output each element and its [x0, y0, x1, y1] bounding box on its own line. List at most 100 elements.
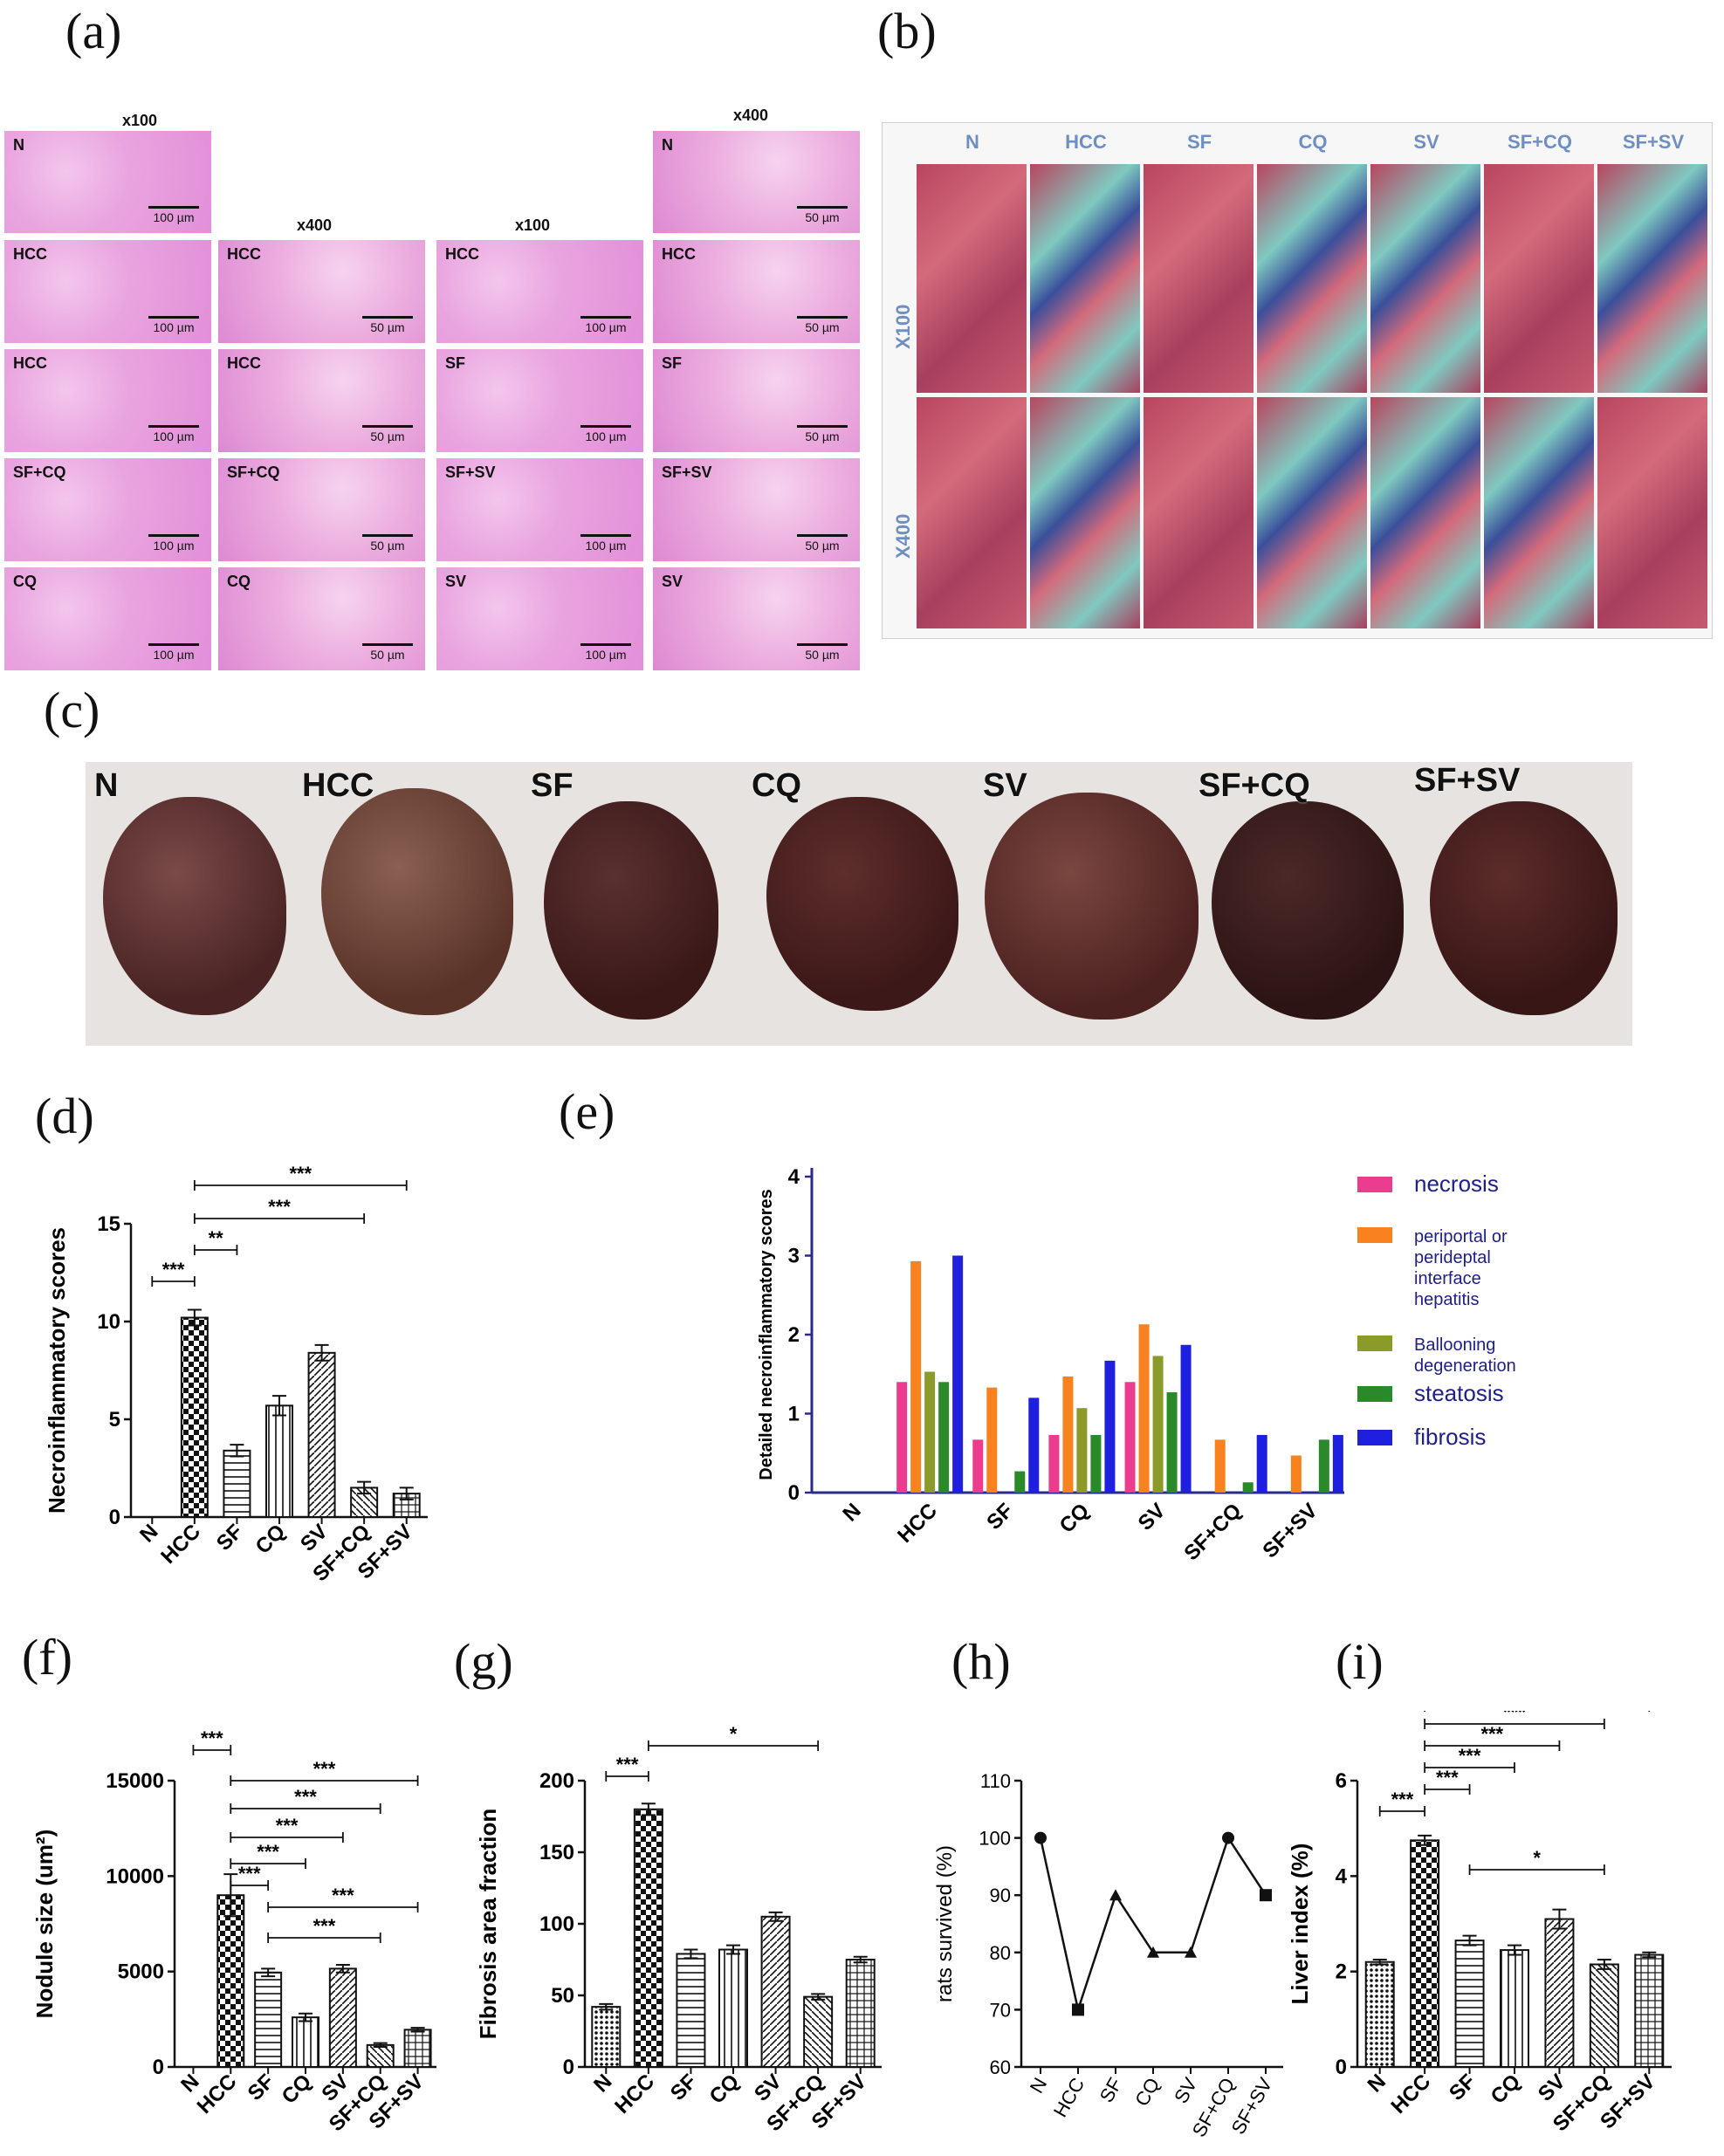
scale-bar: 50 µm [797, 643, 848, 662]
x-tick-label: SF [982, 1499, 1018, 1535]
bar [803, 1995, 834, 2069]
y-tick-label: 5000 [118, 1960, 164, 1984]
bar-4 [952, 1255, 964, 1493]
significance-label: *** [1503, 1711, 1526, 1723]
liver-label: CQ [752, 767, 801, 804]
bar-3 [1318, 1439, 1329, 1493]
x-tick-label: HCC [893, 1499, 942, 1548]
y-tick-label: 2 [788, 1323, 800, 1347]
bar-3 [1166, 1392, 1178, 1493]
legend-swatch [1357, 1177, 1392, 1192]
x-tick-label: SF+SV [1258, 1499, 1322, 1562]
bar-1 [1290, 1455, 1302, 1493]
mag-label: x100 [515, 216, 551, 234]
y-tick-label: 70 [990, 1999, 1011, 2021]
x-tick-label: SF [666, 2070, 702, 2105]
significance-label: *** [294, 1786, 317, 1808]
x-tick-label: SF [212, 1520, 248, 1555]
micrograph-tile: SF+CQ 100 µm [4, 458, 211, 561]
data-point [1109, 1889, 1122, 1901]
micrograph-tile: SF+SV 100 µm [436, 458, 643, 561]
liver-photo [544, 801, 718, 1020]
scale-bar: 50 µm [797, 316, 848, 334]
bar-4 [1256, 1434, 1267, 1493]
y-tick-label: 3 [788, 1245, 800, 1268]
liver-photo [321, 788, 513, 1015]
micrograph-tile: HCC 100 µm [4, 240, 211, 343]
x-tick-label: N [1363, 2070, 1391, 2097]
tile-label: HCC [445, 245, 479, 263]
legend-label: steatosis [1414, 1380, 1504, 1406]
panel-d-letter: (d) [35, 1088, 94, 1144]
bar-4 [1104, 1360, 1116, 1493]
liver-label: SF+SV [1414, 762, 1521, 799]
y-tick-label: 0 [109, 1506, 120, 1529]
bar [633, 1808, 663, 2069]
x-tick-label: HCC [156, 1520, 205, 1569]
y-tick-label: 4 [788, 1165, 800, 1189]
micrograph-tile: SF+CQ 50 µm [218, 458, 425, 561]
bar [1410, 1839, 1440, 2068]
legend-label: Ballooning degeneration [1414, 1335, 1516, 1376]
panel-e-letter: (e) [559, 1083, 615, 1140]
x-tick-label: HCC [1387, 2070, 1436, 2118]
tile-label: N [13, 136, 24, 154]
bar [1544, 1918, 1575, 2068]
bar-2 [924, 1371, 936, 1493]
tile-label: HCC [227, 245, 261, 263]
micrograph-tile: N 50 µm [653, 131, 860, 233]
micrograph-tile: HCC 100 µm [4, 349, 211, 452]
bar-1 [1138, 1324, 1150, 1493]
trichrome-tile [1597, 397, 1707, 628]
scale-bar: 50 µm [362, 425, 413, 443]
x-tick-label: N [1026, 2074, 1052, 2097]
trichrome-tile [1484, 164, 1594, 393]
y-axis-label: Detailed necroinflammatory scores [757, 1189, 776, 1480]
panel-b-letter: (b) [877, 3, 937, 59]
trichrome-tile [1370, 164, 1480, 393]
y-tick-label: 5 [109, 1408, 120, 1432]
panel-i-letter: (i) [1336, 1633, 1384, 1690]
column-header: HCC [1065, 131, 1107, 153]
x-tick-label: N [838, 1499, 865, 1526]
significance-label: *** [268, 1196, 291, 1218]
y-tick-label: 100 [539, 1912, 574, 1936]
bar [366, 2043, 395, 2068]
bar [1589, 1963, 1619, 2069]
y-tick-label: 90 [990, 1885, 1011, 1906]
scale-bar: 100 µm [580, 425, 631, 443]
column-header: SF+SV [1622, 131, 1685, 153]
mag-label: x400 [733, 106, 769, 124]
panel-h-letter: (h) [951, 1633, 1011, 1690]
column-header: N [965, 131, 979, 153]
bar [180, 1316, 209, 1518]
row-header: X400 [892, 513, 914, 559]
bar-0 [896, 1382, 908, 1493]
bar [1454, 1940, 1485, 2068]
x-tick-label: HCC [193, 2070, 242, 2118]
y-axis-label: rats survived (%) [933, 1845, 957, 2002]
y-tick-label: 50 [551, 1984, 574, 2008]
bar-3 [1242, 1482, 1254, 1493]
micrograph-tile: N 100 µm [4, 131, 211, 233]
y-tick-label: 1 [788, 1403, 800, 1426]
significance-label: *** [238, 1863, 261, 1885]
scale-bar: 100 µm [148, 425, 199, 443]
trichrome-tile [917, 397, 1027, 628]
liver-label: SV [983, 767, 1027, 804]
legend-swatch [1357, 1386, 1392, 1402]
trichrome-tile [1030, 397, 1140, 628]
micrograph-tile: HCC 50 µm [218, 349, 425, 452]
y-tick-label: 100 [979, 1828, 1011, 1850]
bar [254, 1971, 283, 2069]
x-tick-label: SV [1534, 2070, 1570, 2106]
y-tick-label: 150 [539, 1841, 574, 1864]
significance-label: *** [1436, 1767, 1459, 1789]
bar [328, 1967, 357, 2068]
scale-bar: 50 µm [362, 643, 413, 662]
